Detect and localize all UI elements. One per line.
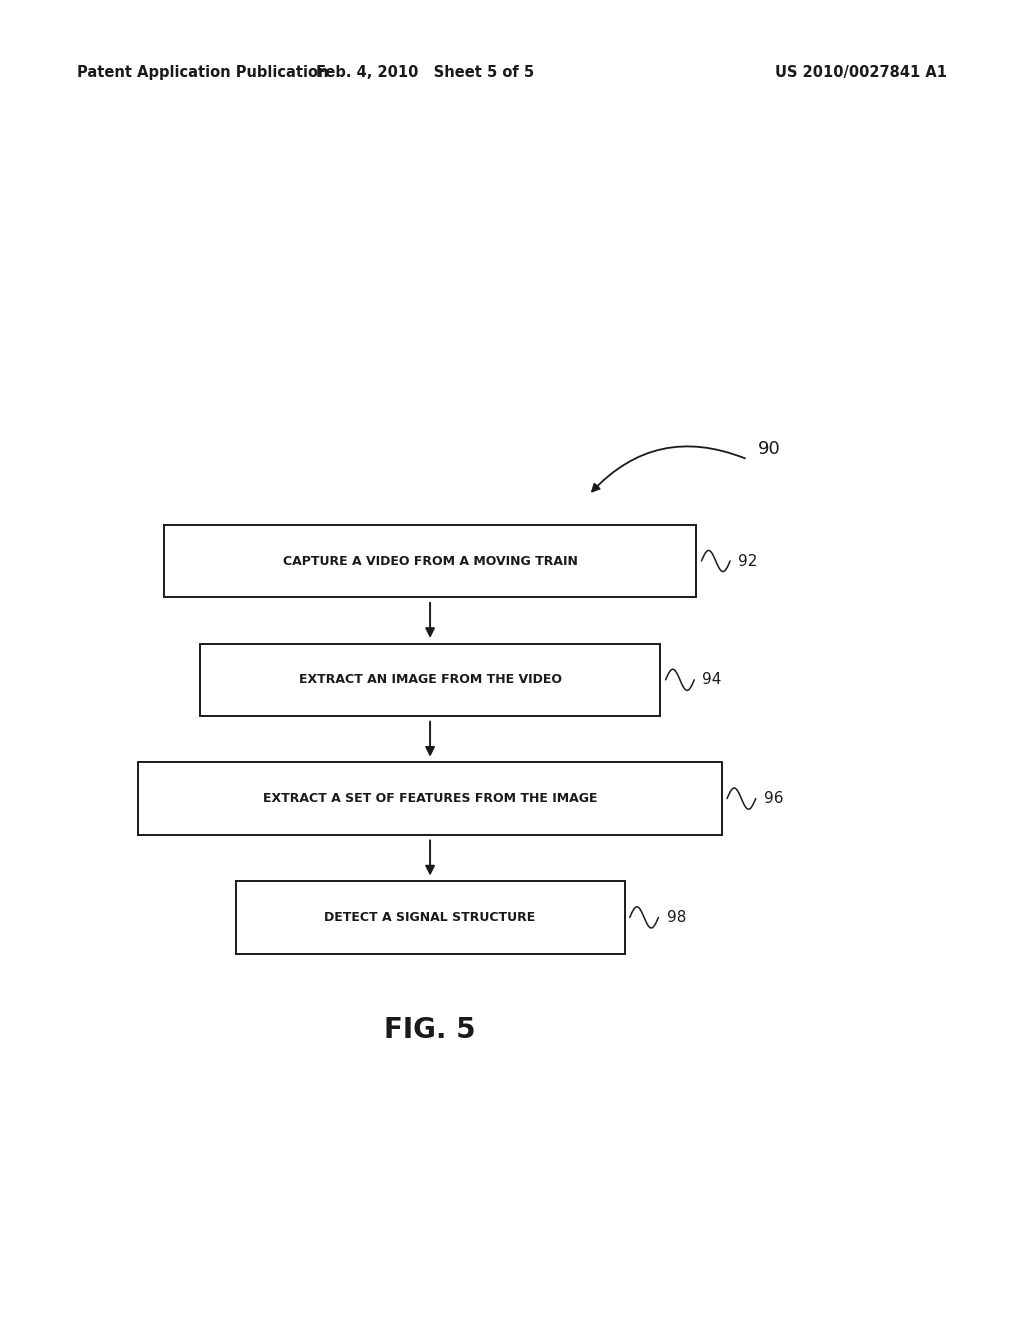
Text: 90: 90 — [758, 440, 780, 458]
Text: CAPTURE A VIDEO FROM A MOVING TRAIN: CAPTURE A VIDEO FROM A MOVING TRAIN — [283, 554, 578, 568]
Text: DETECT A SIGNAL STRUCTURE: DETECT A SIGNAL STRUCTURE — [325, 911, 536, 924]
Text: 92: 92 — [738, 553, 758, 569]
Text: 94: 94 — [702, 672, 722, 688]
Text: FIG. 5: FIG. 5 — [384, 1015, 476, 1044]
Text: 98: 98 — [667, 909, 686, 925]
Text: EXTRACT AN IMAGE FROM THE VIDEO: EXTRACT AN IMAGE FROM THE VIDEO — [299, 673, 561, 686]
Text: US 2010/0027841 A1: US 2010/0027841 A1 — [775, 65, 947, 79]
Text: Patent Application Publication: Patent Application Publication — [77, 65, 329, 79]
Text: 96: 96 — [764, 791, 783, 807]
Bar — [236, 882, 625, 953]
Bar — [200, 644, 660, 715]
Bar — [164, 525, 696, 597]
Bar — [138, 763, 722, 836]
Text: EXTRACT A SET OF FEATURES FROM THE IMAGE: EXTRACT A SET OF FEATURES FROM THE IMAGE — [263, 792, 597, 805]
Text: Feb. 4, 2010   Sheet 5 of 5: Feb. 4, 2010 Sheet 5 of 5 — [315, 65, 535, 79]
